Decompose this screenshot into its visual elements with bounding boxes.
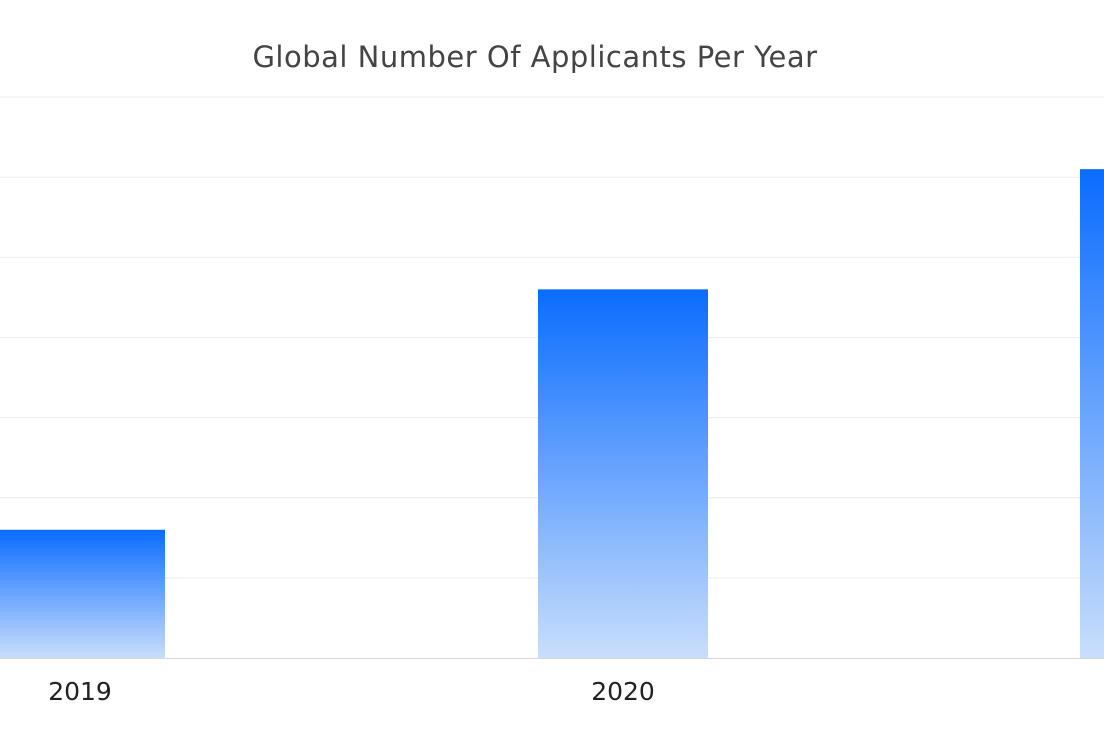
bar-partial	[1080, 169, 1104, 658]
x-tick-label: 2020	[591, 677, 655, 706]
x-tick-label: 2019	[48, 677, 112, 706]
chart-title: Global Number Of Applicants Per Year	[252, 40, 818, 74]
bars	[0, 169, 1104, 658]
bar-2019	[0, 529, 165, 658]
x-tick-labels: 2019 2020	[48, 677, 655, 706]
bar-2020	[538, 289, 708, 658]
